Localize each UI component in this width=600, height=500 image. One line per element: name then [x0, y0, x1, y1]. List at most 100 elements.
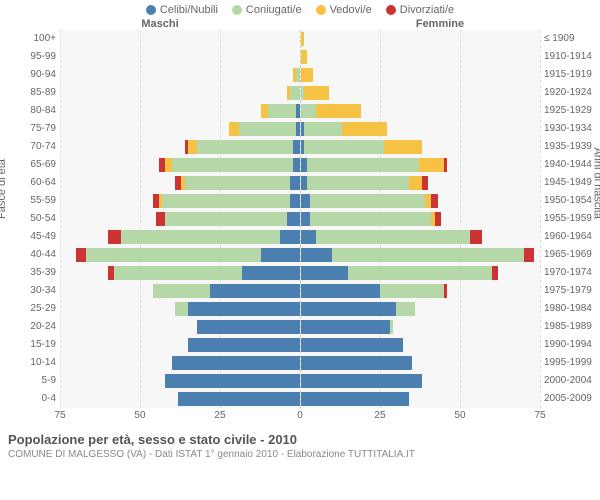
chart-title: Popolazione per età, sesso e stato civil… — [8, 432, 592, 447]
legend-label: Celibi/Nubili — [160, 4, 218, 16]
bar-segment — [114, 266, 242, 280]
birth-tick: 1925-1929 — [540, 102, 592, 120]
bar-segment — [307, 158, 419, 172]
bar-row — [301, 156, 541, 174]
birth-tick: 1970-1974 — [540, 264, 592, 282]
legend-item: Celibi/Nubili — [146, 4, 218, 16]
bar-segment — [76, 248, 86, 262]
bar-row — [301, 372, 541, 390]
bar-segment — [165, 212, 286, 226]
bar-row — [301, 246, 541, 264]
birth-tick: 1980-1984 — [540, 300, 592, 318]
bar-row — [301, 210, 541, 228]
age-tick: 100+ — [8, 30, 60, 48]
age-tick: 20-24 — [8, 318, 60, 336]
bar-row — [60, 318, 300, 336]
bar-segment — [121, 230, 281, 244]
bars-container — [60, 30, 540, 408]
bar-segment — [422, 176, 428, 190]
bar-segment — [188, 140, 198, 154]
bar-segment — [290, 194, 300, 208]
bar-segment — [86, 248, 262, 262]
bar-row — [301, 120, 541, 138]
bar-row — [60, 102, 300, 120]
x-tick: 25 — [374, 410, 385, 421]
bar-row — [60, 246, 300, 264]
birth-tick: 1985-1989 — [540, 318, 592, 336]
legend-label: Vedovi/e — [330, 4, 372, 16]
bar-segment — [210, 284, 299, 298]
bar-row — [60, 264, 300, 282]
bar-segment — [197, 140, 293, 154]
x-tick: 0 — [297, 410, 303, 421]
age-tick: 75-79 — [8, 120, 60, 138]
age-tick: 10-14 — [8, 354, 60, 372]
bar-segment — [301, 32, 304, 46]
bar-row — [60, 300, 300, 318]
bar-segment — [296, 68, 299, 82]
bar-segment — [301, 266, 349, 280]
age-tick: 95-99 — [8, 48, 60, 66]
age-tick: 0-4 — [8, 390, 60, 408]
bar-row — [60, 228, 300, 246]
bar-segment — [307, 176, 409, 190]
bar-segment — [301, 230, 317, 244]
bar-row — [301, 66, 541, 84]
bar-row — [60, 192, 300, 210]
bar-segment — [470, 230, 483, 244]
y-axis-label-right: Anni di nascita — [592, 147, 600, 219]
birth-tick: 2000-2004 — [540, 372, 592, 390]
bar-segment — [444, 284, 447, 298]
bar-segment — [301, 68, 314, 82]
age-tick: 35-39 — [8, 264, 60, 282]
bar-segment — [304, 86, 330, 100]
legend-label: Divorziati/e — [400, 4, 454, 16]
bar-segment — [156, 212, 166, 226]
bar-segment — [304, 122, 342, 136]
plot-area: Fasce di età 100+95-9990-9485-8980-8475-… — [8, 30, 592, 408]
bar-segment — [185, 176, 290, 190]
y-axis-label-left: Fasce di età — [0, 159, 8, 219]
birth-tick: 1935-1939 — [540, 138, 592, 156]
bar-segment — [310, 194, 425, 208]
birth-tick: 1910-1914 — [540, 48, 592, 66]
birth-tick: 1940-1944 — [540, 156, 592, 174]
birth-tick: 1975-1979 — [540, 282, 592, 300]
bar-segment — [239, 122, 296, 136]
bar-segment — [188, 338, 300, 352]
bar-row — [301, 228, 541, 246]
bar-segment — [296, 104, 299, 118]
x-axis: 7550250255075 — [8, 410, 592, 424]
birth-tick: 1950-1954 — [540, 192, 592, 210]
y-axis-age: 100+95-9990-9485-8980-8475-7970-7465-696… — [8, 30, 60, 408]
bar-segment — [348, 266, 492, 280]
legend-item: Divorziati/e — [386, 4, 454, 16]
bar-segment — [332, 248, 524, 262]
bar-row — [301, 354, 541, 372]
bar-segment — [172, 158, 293, 172]
bar-row — [301, 300, 541, 318]
bar-segment — [268, 104, 297, 118]
bar-segment — [435, 212, 441, 226]
age-tick: 65-69 — [8, 156, 60, 174]
bar-segment — [342, 122, 387, 136]
age-tick: 85-89 — [8, 84, 60, 102]
bar-row — [301, 48, 541, 66]
bar-segment — [301, 374, 422, 388]
birth-tick: 1915-1919 — [540, 66, 592, 84]
bar-row — [60, 372, 300, 390]
bar-row — [60, 336, 300, 354]
bar-segment — [409, 176, 422, 190]
x-tick: 75 — [54, 410, 65, 421]
header-male: Maschi — [60, 18, 300, 30]
legend-item: Coniugati/e — [232, 4, 302, 16]
bar-segment — [287, 212, 300, 226]
age-tick: 50-54 — [8, 210, 60, 228]
legend-label: Coniugati/e — [246, 4, 302, 16]
bar-segment — [280, 230, 299, 244]
age-tick: 15-19 — [8, 336, 60, 354]
bar-segment — [301, 212, 311, 226]
chart-subtitle: COMUNE DI MALGESSO (VA) - Dati ISTAT 1° … — [8, 449, 592, 460]
bar-segment — [293, 140, 299, 154]
bar-segment — [301, 194, 311, 208]
